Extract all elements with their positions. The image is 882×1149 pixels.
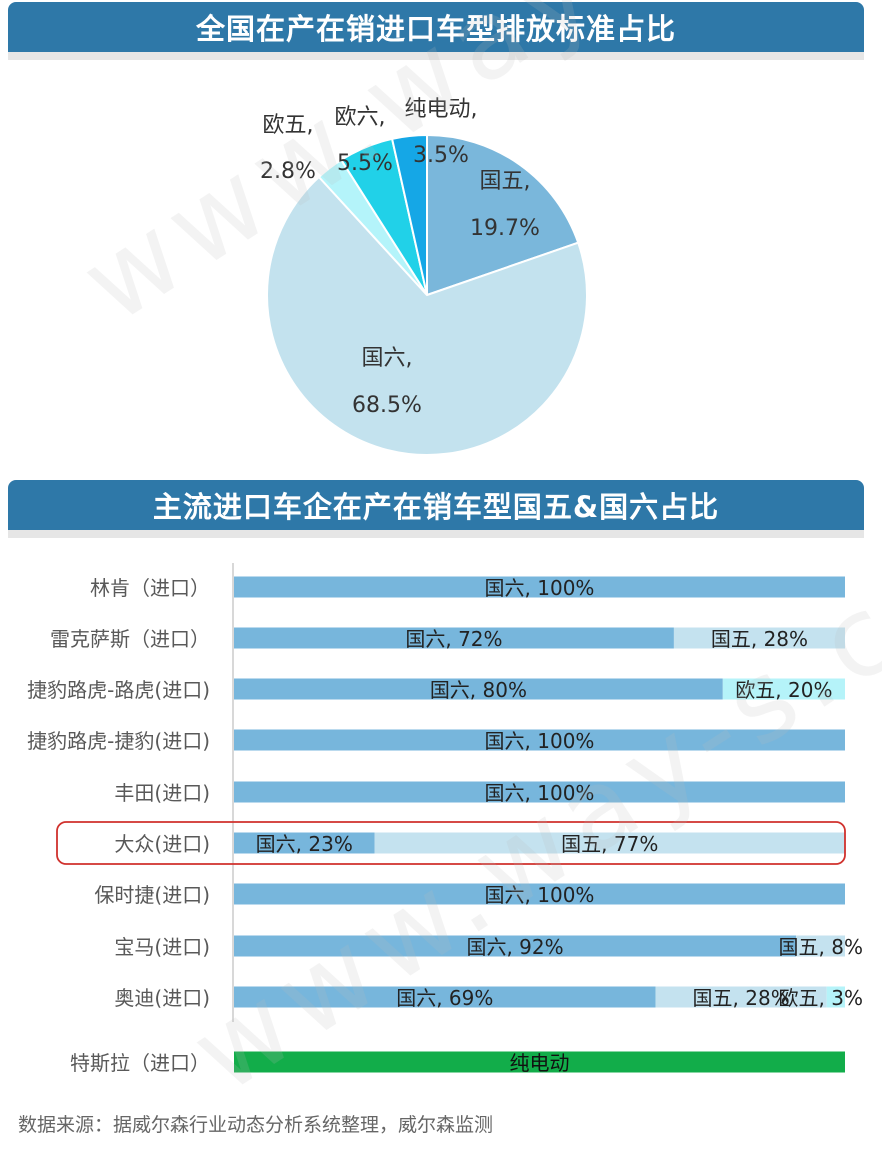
bar-row-label-6: 保时捷(进口) [94, 883, 210, 907]
bar-row-segment-4-0 [234, 781, 845, 803]
bar-row-segment-7-1 [796, 935, 845, 957]
bar-row-segment-1-0 [234, 627, 674, 649]
pie-label-name-2: 欧五, [263, 113, 314, 138]
bar-row-segment-7-0 [234, 935, 797, 957]
bar-row-label-0: 林肯（进口） [90, 576, 210, 600]
pie-label-value-0: 19.7% [470, 216, 540, 241]
bar-row-segment-5-1 [374, 832, 845, 854]
pie-chart: 国五, 19.7% 国六, 68.5% 欧五, 2.8% 欧六, 5.5% 纯电动, 3.5% [260, 97, 588, 456]
bar-row-value-label-3-0: 国六, 100% [485, 729, 595, 753]
pie-title-underline [8, 52, 864, 60]
bar-row-value-label-7-1: 国五, 8% [779, 935, 863, 959]
pie-label-value-2: 2.8% [260, 159, 316, 184]
bar-row-segment-8-1 [655, 986, 827, 1008]
bar-row-value-label-6-0: 国六, 100% [485, 883, 595, 907]
source-note: 数据来源：据威尔森行业动态分析系统整理，威尔森监测 [18, 1114, 494, 1136]
bar-row-value-label-8-0: 国六, 69% [396, 986, 493, 1010]
bar-row-value-label-2-1: 欧五, 20% [735, 678, 832, 702]
bar-row-label-3: 捷豹路虎-捷豹(进口) [27, 729, 210, 753]
extra-row-label-0: 特斯拉（进口） [70, 1051, 210, 1075]
bar-row-value-label-1-0: 国六, 72% [405, 627, 502, 651]
bar-row-segment-2-0 [234, 678, 723, 700]
bar-row-segment-2-1 [722, 678, 845, 700]
extra-row-value-label-0-0: 纯电动 [510, 1051, 570, 1075]
bar-row-value-label-0-0: 国六, 100% [485, 576, 595, 600]
pie-label-value-3: 5.5% [337, 151, 393, 176]
bar-chart-title: 主流进口车企在产在销车型国五&国六占比 [8, 480, 864, 530]
bar-row-value-label-1-1: 国五, 28% [711, 627, 808, 651]
bar-title-underline [8, 530, 864, 538]
pie-slice-4 [390, 133, 428, 296]
bar-row-value-label-5-1: 国五, 77% [561, 832, 658, 856]
pie-label-value-1: 68.5% [352, 393, 422, 418]
bar-row-label-1: 雷克萨斯（进口） [50, 627, 210, 651]
highlight-box [56, 821, 846, 865]
bar-row-label-4: 丰田(进口) [114, 781, 210, 805]
bar-row-segment-1-1 [673, 627, 845, 649]
bar-row-label-2: 捷豹路虎-路虎(进口) [27, 678, 210, 702]
bar-row-value-label-5-0: 国六, 23% [256, 832, 353, 856]
bar-row-value-label-2-0: 国六, 80% [430, 678, 527, 702]
bar-row-segment-8-0 [234, 986, 656, 1008]
pie-label-name-4: 纯电动, [405, 97, 478, 122]
bar-row-label-8: 奥迪(进口) [114, 986, 210, 1010]
bar-row-segment-6-0 [234, 883, 845, 905]
bar-row-value-label-7-0: 国六, 92% [466, 935, 563, 959]
bar-row-value-label-8-2: 欧五, 3% [779, 986, 863, 1010]
bar-row-segment-3-0 [234, 729, 845, 751]
bar-row-label-7: 宝马(进口) [114, 935, 210, 959]
bar-row-label-5: 大众(进口) [114, 832, 210, 856]
bar-row-segment-5-0 [234, 832, 375, 854]
bar-row-value-label-4-0: 国六, 100% [485, 781, 595, 805]
bar-row-segment-0-0 [234, 576, 845, 598]
pie-slice-1 [266, 175, 588, 456]
bar-row-value-label-8-1: 国五, 28% [693, 986, 790, 1010]
bar-chart: 林肯（进口） 国六, 100% 雷克萨斯（进口） 国六, 72% 国五, 28% 捷豹路虎… [27, 563, 863, 1075]
pie-label-value-4: 3.5% [413, 143, 469, 168]
pie-label-name-3: 欧六, [335, 105, 386, 130]
pie-label-name-1: 国六, [362, 346, 413, 371]
pie-chart-title: 全国在产在销进口车型排放标准占比 [8, 2, 864, 52]
pie-label-name-0: 国五, [480, 169, 531, 194]
extra-row-segment-0-0 [234, 1051, 845, 1073]
bar-row-segment-8-2 [826, 986, 845, 1008]
